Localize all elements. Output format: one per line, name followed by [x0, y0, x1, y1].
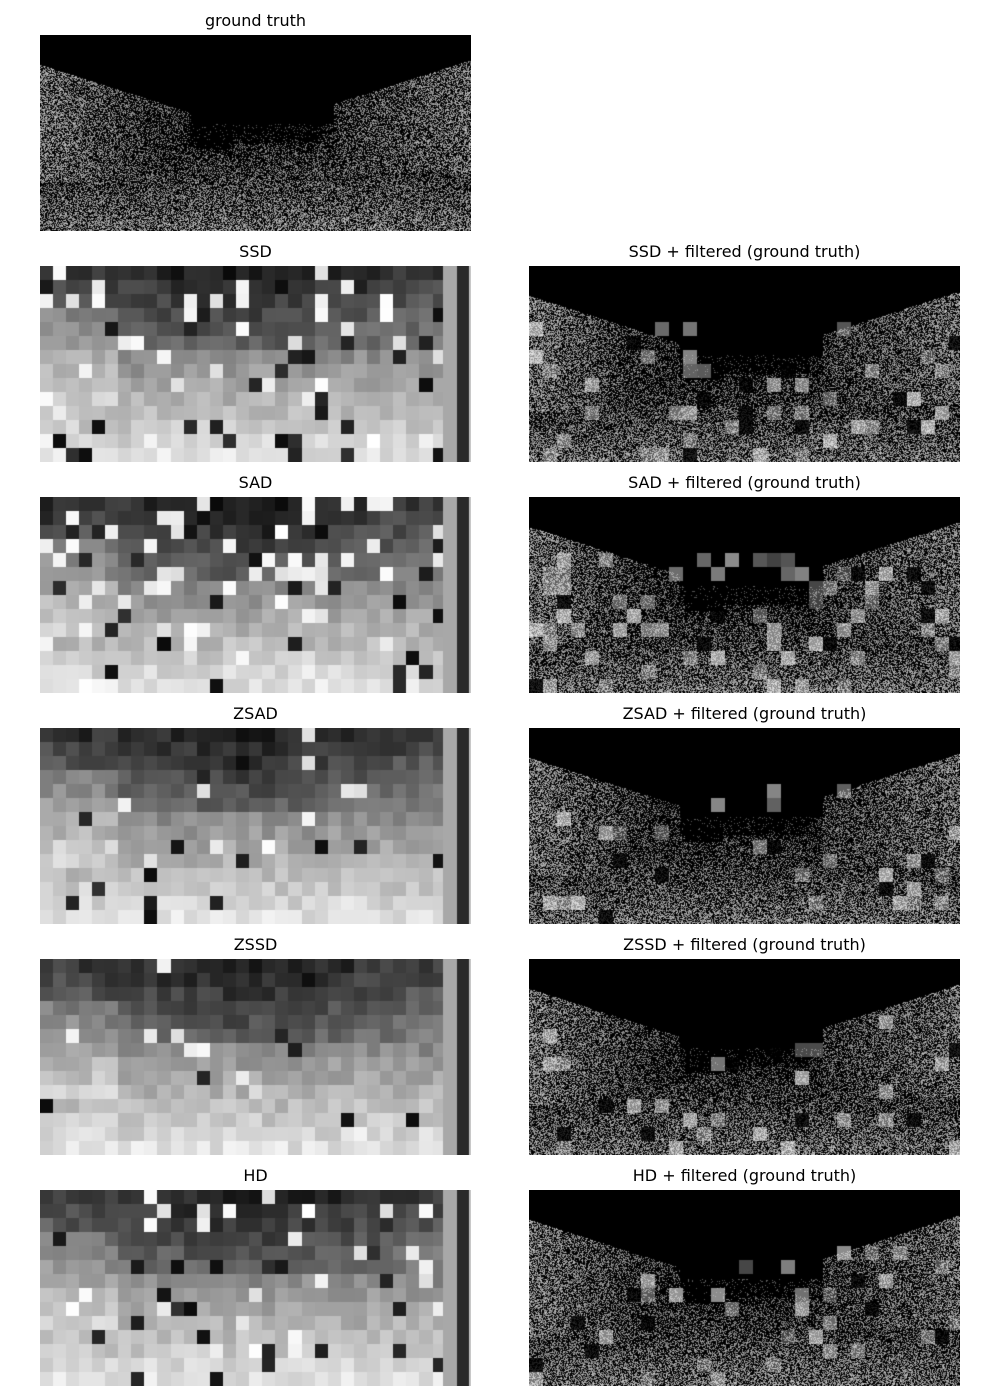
ssd-disparity-image: [40, 266, 471, 462]
zsad-disparity-image: [40, 728, 471, 924]
panel-title: SAD: [238, 473, 273, 492]
panel-title: ZSSD + filtered (ground truth): [623, 935, 866, 954]
zssd-filtered-image: [529, 959, 960, 1155]
panel-title: HD + filtered (ground truth): [632, 1166, 857, 1185]
hd-disparity-image: [40, 1190, 471, 1386]
panel-title: ZSAD: [233, 704, 278, 723]
panel-title: ground truth: [204, 11, 307, 30]
panel-title: SSD: [239, 242, 272, 261]
ssd-filtered-image: [529, 266, 960, 462]
zssd-disparity-image: [40, 959, 471, 1155]
sad-disparity-image: [40, 497, 471, 693]
panel-title: ZSAD + filtered (ground truth): [622, 704, 867, 723]
panel-title: HD: [243, 1166, 268, 1185]
panel-title: SSD + filtered (ground truth): [628, 242, 861, 261]
panel-title: ZSSD: [233, 935, 278, 954]
zsad-filtered-image: [529, 728, 960, 924]
panel-title: SAD + filtered (ground truth): [628, 473, 861, 492]
hd-filtered-image: [529, 1190, 960, 1386]
ground-truth-image: [40, 35, 471, 231]
sad-filtered-image: [529, 497, 960, 693]
